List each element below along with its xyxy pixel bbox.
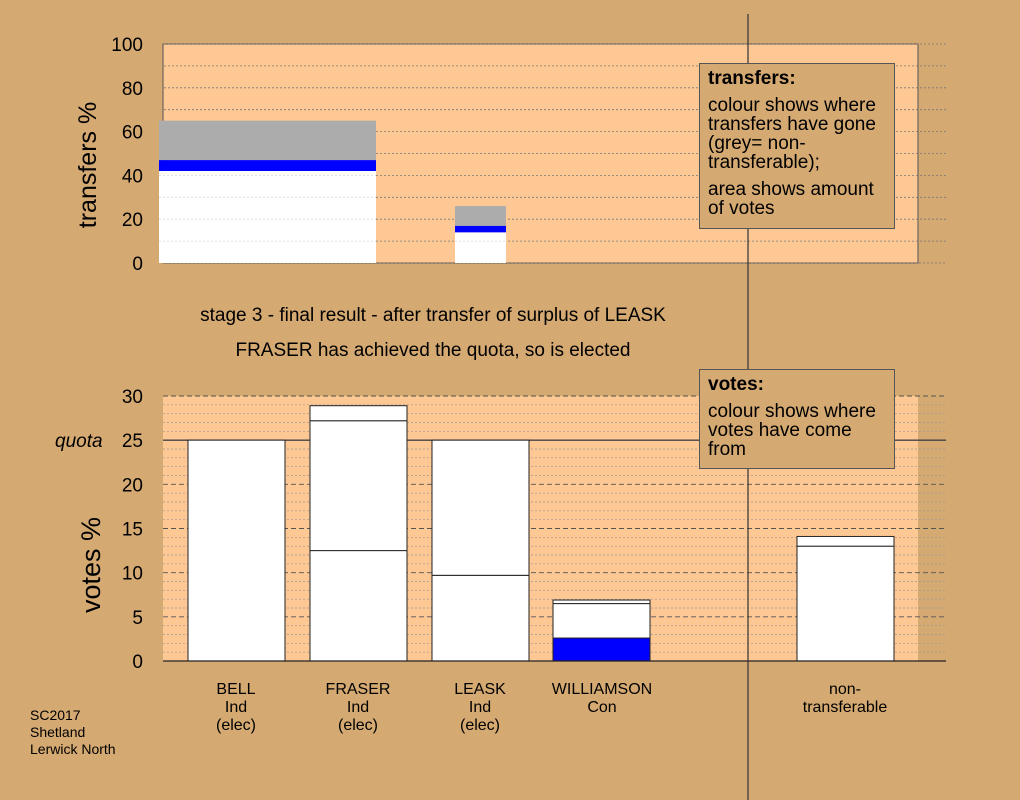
transfers-tick-label: 100	[111, 35, 143, 56]
candidate-party: Ind	[346, 699, 370, 716]
votes-bar-segment	[796, 535, 895, 547]
transfers-bar-segment	[455, 232, 506, 263]
candidate-label-fraser: FRASER Ind (elec)	[288, 681, 428, 735]
candidate-name: BELL	[216, 681, 256, 698]
candidate-label-leask: LEASK Ind (elec)	[410, 681, 550, 735]
transfers-bar-segment	[159, 173, 376, 263]
transfers-tick-label: 20	[122, 210, 143, 231]
votes-bar-segment	[431, 439, 530, 576]
votes-bar-segment	[552, 637, 651, 662]
votes-legend-title: votes:	[708, 374, 764, 395]
source-election: SC2017	[30, 707, 81, 723]
candidate-name: WILLIAMSON	[551, 681, 653, 698]
transfers-bar-segment	[159, 171, 376, 174]
transfers-legend-colour-desc: colour shows where transfers have gone (…	[708, 95, 876, 173]
candidate-label-williamson: WILLIAMSON Con	[532, 681, 672, 717]
votes-bar-segment	[431, 574, 530, 662]
transfers-tick-label: 40	[122, 166, 143, 187]
votes-tick-label: 15	[122, 520, 143, 541]
candidate-status: (elec)	[215, 717, 256, 734]
votes-bar-segment	[552, 599, 651, 605]
votes-tick-label: 5	[132, 608, 143, 629]
transfers-bar-segment	[455, 225, 506, 233]
candidate-label-non-transferable: non- transferable	[775, 681, 915, 717]
votes-bar-segment	[552, 603, 651, 639]
votes-legend: votes: colour shows where votes have com…	[699, 369, 895, 469]
candidate-name: non-	[828, 681, 862, 698]
source-block: SC2017 Shetland Lerwick North	[30, 707, 116, 758]
source-council: Shetland	[30, 724, 86, 740]
transfers-bar-segment	[455, 206, 506, 226]
quota-label: quota	[55, 431, 103, 452]
transfers-bar-segment	[159, 160, 376, 172]
transfers-tick-label: 80	[122, 79, 143, 100]
votes-tick-label: 0	[132, 652, 143, 673]
candidate-name: LEASK	[454, 681, 506, 698]
candidate-party: transferable	[802, 699, 888, 716]
votes-tick-label: 10	[122, 564, 143, 585]
transfers-legend: transfers: colour shows where transfers …	[699, 63, 895, 229]
candidate-party: Ind	[224, 699, 248, 716]
candidate-party: Ind	[468, 699, 492, 716]
votes-tick-label: 20	[122, 475, 143, 496]
transfers-tick-label: 0	[132, 254, 143, 275]
elected-caption: FRASER has achieved the quota, so is ele…	[235, 340, 631, 361]
candidate-party: Con	[587, 699, 617, 716]
transfers-legend-area-desc: area shows amount of votes	[708, 179, 874, 219]
candidate-status: (elec)	[337, 717, 378, 734]
votes-legend-colour-desc: colour shows where votes have come from	[708, 401, 876, 460]
candidate-status: (elec)	[459, 717, 500, 734]
transfers-tick-label: 60	[122, 123, 143, 144]
transfers-bar-segment	[159, 120, 376, 161]
votes-bar-segment	[309, 405, 408, 422]
votes-bar-segment	[187, 439, 286, 662]
candidate-label-bell: BELL Ind (elec)	[166, 681, 306, 735]
stage-caption: stage 3 - final result - after transfer …	[200, 305, 666, 326]
votes-tick-label: 30	[122, 387, 143, 408]
votes-tick-label: 25	[122, 431, 143, 452]
votes-bar-segment	[309, 420, 408, 552]
transfers-axis-label: transfers %	[74, 102, 102, 228]
source-ward: Lerwick North	[30, 741, 116, 757]
candidate-name: FRASER	[325, 681, 391, 698]
votes-axis-label: votes %	[76, 517, 106, 613]
votes-bar-segment	[796, 545, 895, 662]
votes-bar-segment	[309, 550, 408, 662]
transfers-legend-title: transfers:	[708, 68, 796, 89]
